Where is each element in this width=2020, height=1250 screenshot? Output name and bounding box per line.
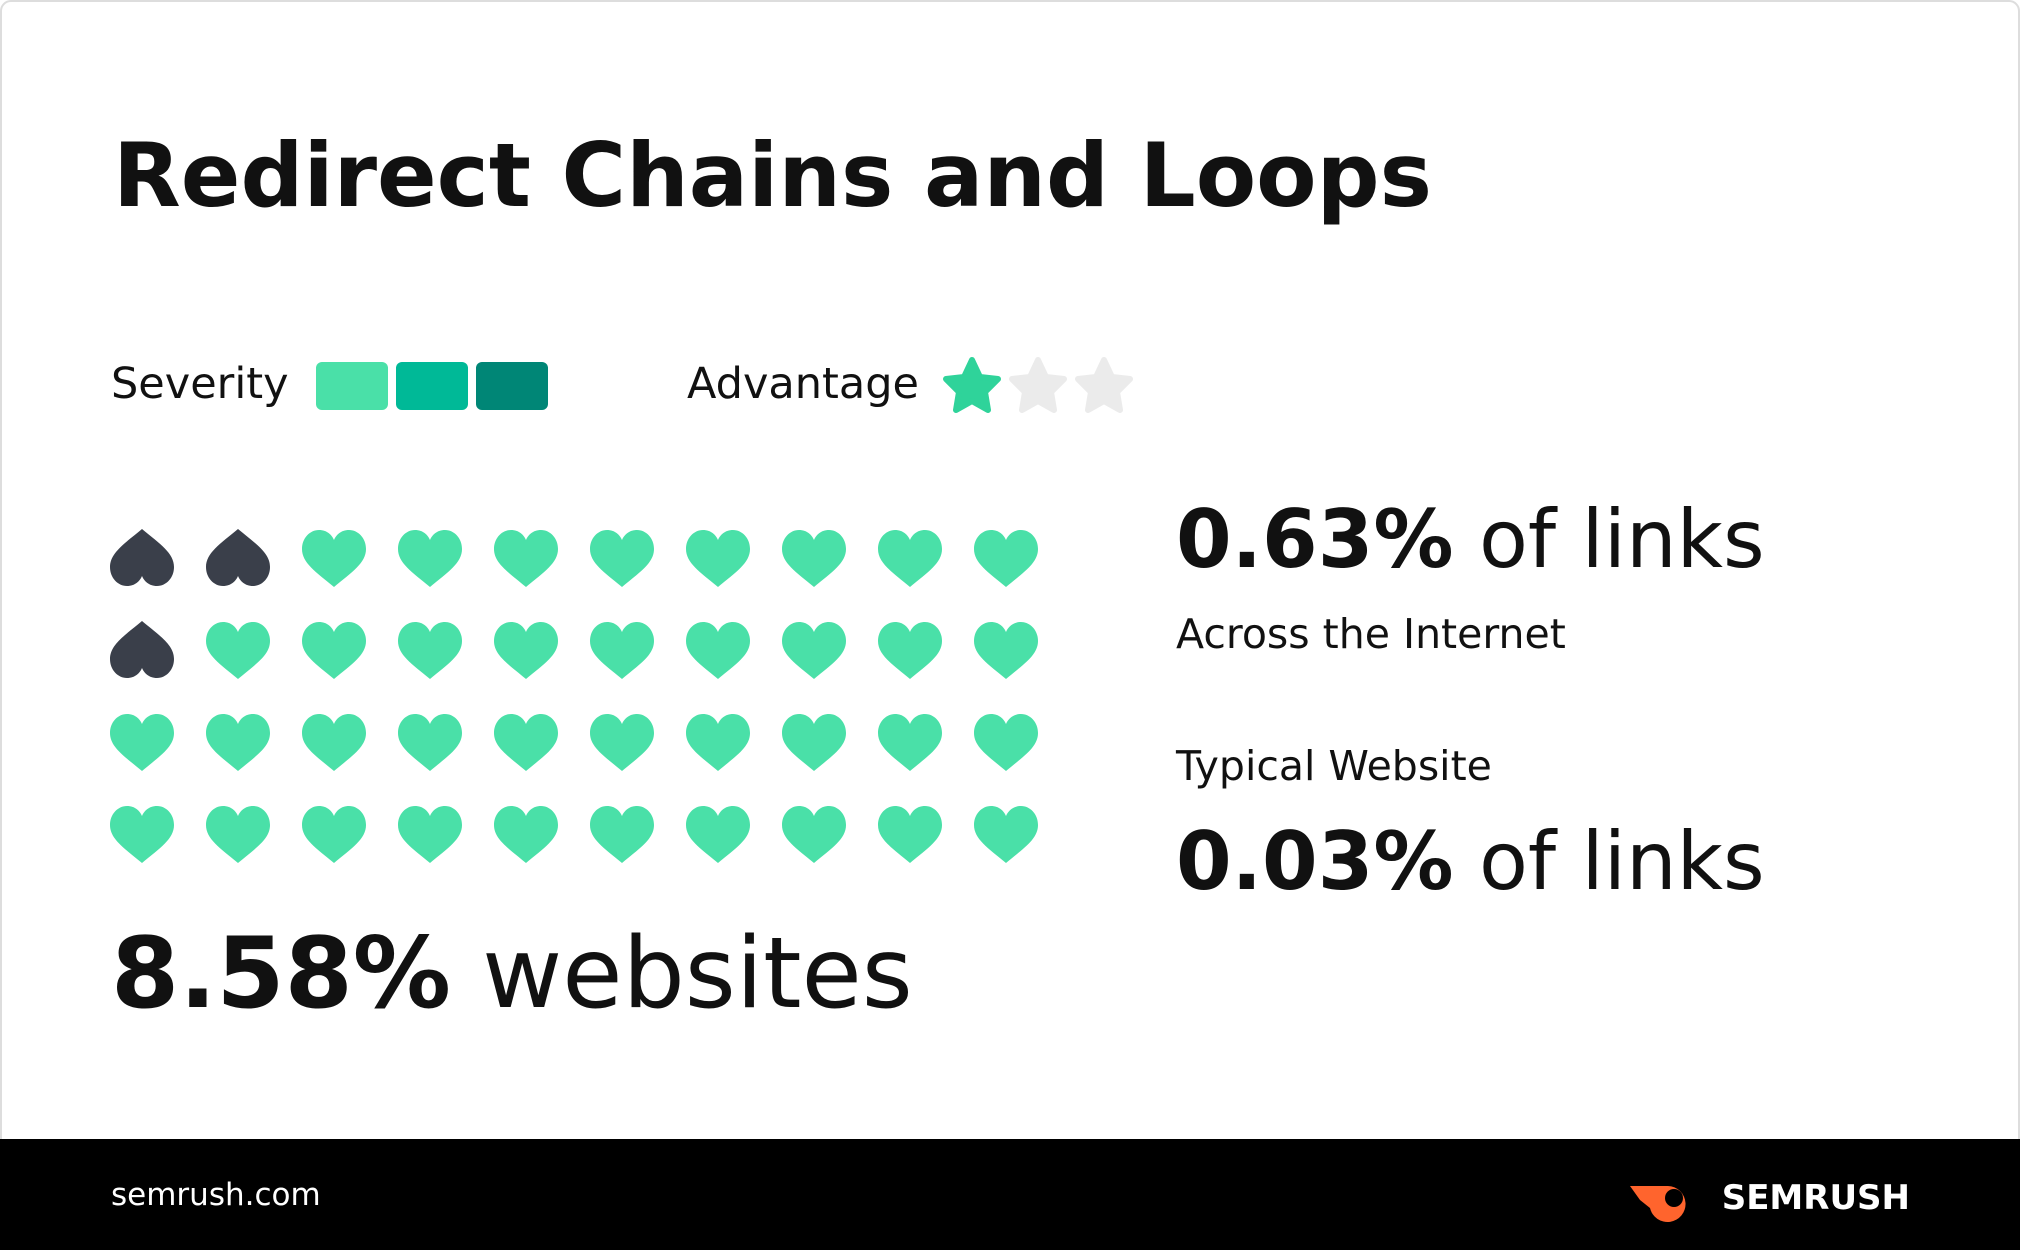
severity-label: Severity: [111, 359, 289, 409]
title: Redirect Chains and Loops: [113, 124, 1432, 227]
internet-label: Across the Internet: [1176, 610, 1566, 658]
internet-value: 0.63%: [1176, 493, 1454, 586]
severity-box: [476, 362, 548, 410]
advantage-label: Advantage: [687, 359, 919, 409]
logo-dot: [1665, 1189, 1683, 1207]
footer-site: semrush.com: [111, 1177, 321, 1213]
websites-stat: 8.58% websites: [111, 917, 913, 1031]
footer: [0, 1139, 2020, 1250]
footer-brand: SEMRUSH: [1722, 1178, 1910, 1218]
websites-unit: websites: [482, 917, 913, 1031]
websites-value: 8.58%: [111, 917, 451, 1031]
typical-stat: 0.03% of links: [1176, 815, 1765, 908]
severity-box: [396, 362, 468, 410]
internet-unit: of links: [1479, 493, 1765, 586]
severity-box: [316, 362, 388, 410]
typical-unit: of links: [1479, 815, 1765, 908]
internet-stat: 0.63% of links: [1176, 493, 1765, 586]
brand-logo: SEMRUSH: [1630, 1178, 1910, 1222]
typical-value: 0.03%: [1176, 815, 1454, 908]
typical-label: Typical Website: [1175, 742, 1492, 790]
